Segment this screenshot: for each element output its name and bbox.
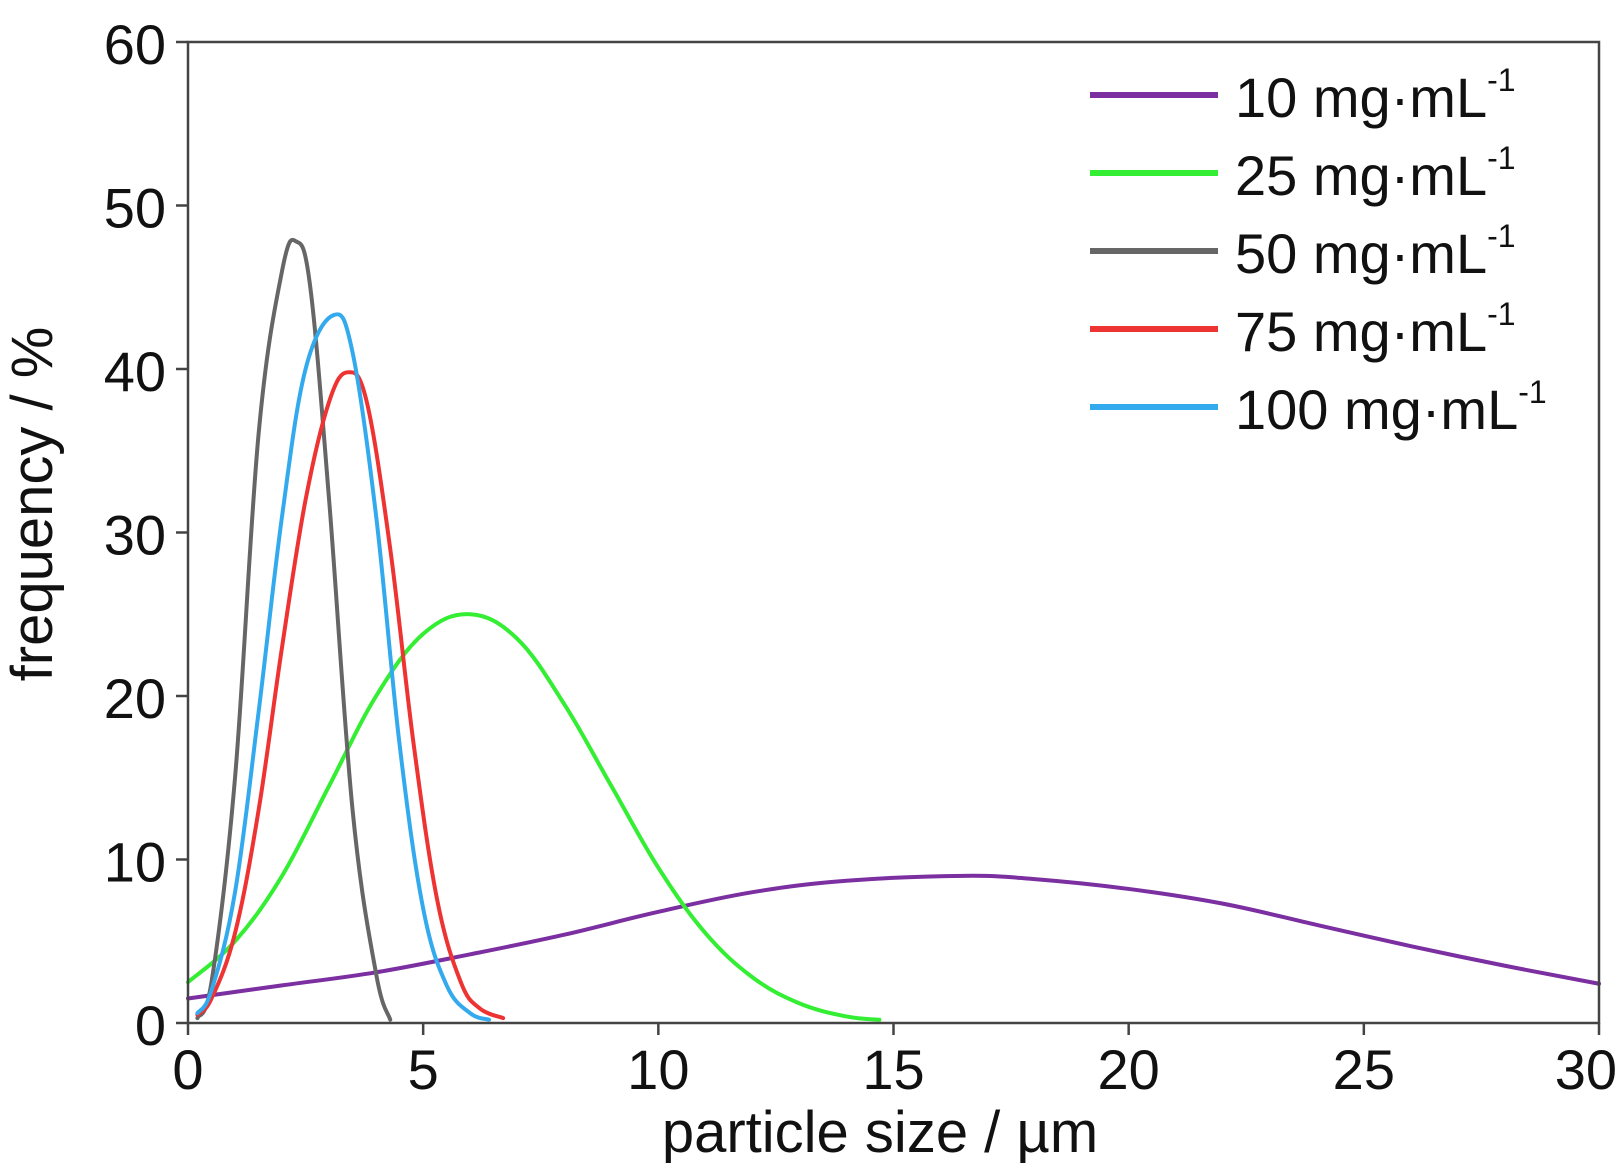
y-axis-label: frequency / % <box>0 327 65 682</box>
legend-label: 75 mg·mL-1 <box>1235 296 1516 363</box>
y-tick-label: 20 <box>104 667 166 730</box>
y-tick-label: 10 <box>104 831 166 894</box>
x-tick-label: 10 <box>627 1038 689 1101</box>
x-axis-ticks: 0 5 10 15 20 25 30 <box>172 1023 1617 1101</box>
x-tick-label: 15 <box>862 1038 924 1101</box>
x-tick-label: 25 <box>1333 1038 1395 1101</box>
x-tick-label: 5 <box>408 1038 439 1101</box>
series-line-0 <box>186 873 1601 1001</box>
series-line-1 <box>186 612 882 1022</box>
legend-label: 25 mg·mL-1 <box>1235 140 1516 207</box>
series-line-4 <box>195 312 492 1022</box>
y-tick-label: 40 <box>104 340 166 403</box>
series-line-2 <box>195 238 393 1022</box>
series-line-3 <box>195 370 506 1021</box>
y-tick-label: 50 <box>104 177 166 240</box>
legend-label: 10 mg·mL-1 <box>1235 62 1516 129</box>
y-tick-label: 30 <box>104 504 166 567</box>
legend-label: 100 mg·mL-1 <box>1235 374 1547 441</box>
plot-lines <box>186 238 1601 1022</box>
x-axis-label: particle size / µm <box>662 1100 1098 1163</box>
y-tick-label: 0 <box>135 994 166 1057</box>
x-tick-label: 0 <box>172 1038 203 1101</box>
x-tick-label: 20 <box>1098 1038 1160 1101</box>
legend: 10 mg·mL-1 25 mg·mL-1 50 mg·mL-1 75 mg·mL-1… <box>1090 62 1547 441</box>
y-tick-label: 60 <box>104 13 166 76</box>
legend-label: 50 mg·mL-1 <box>1235 218 1516 285</box>
x-tick-label: 30 <box>1555 1038 1617 1101</box>
y-axis-ticks: 0 10 20 30 40 50 60 <box>104 13 188 1057</box>
